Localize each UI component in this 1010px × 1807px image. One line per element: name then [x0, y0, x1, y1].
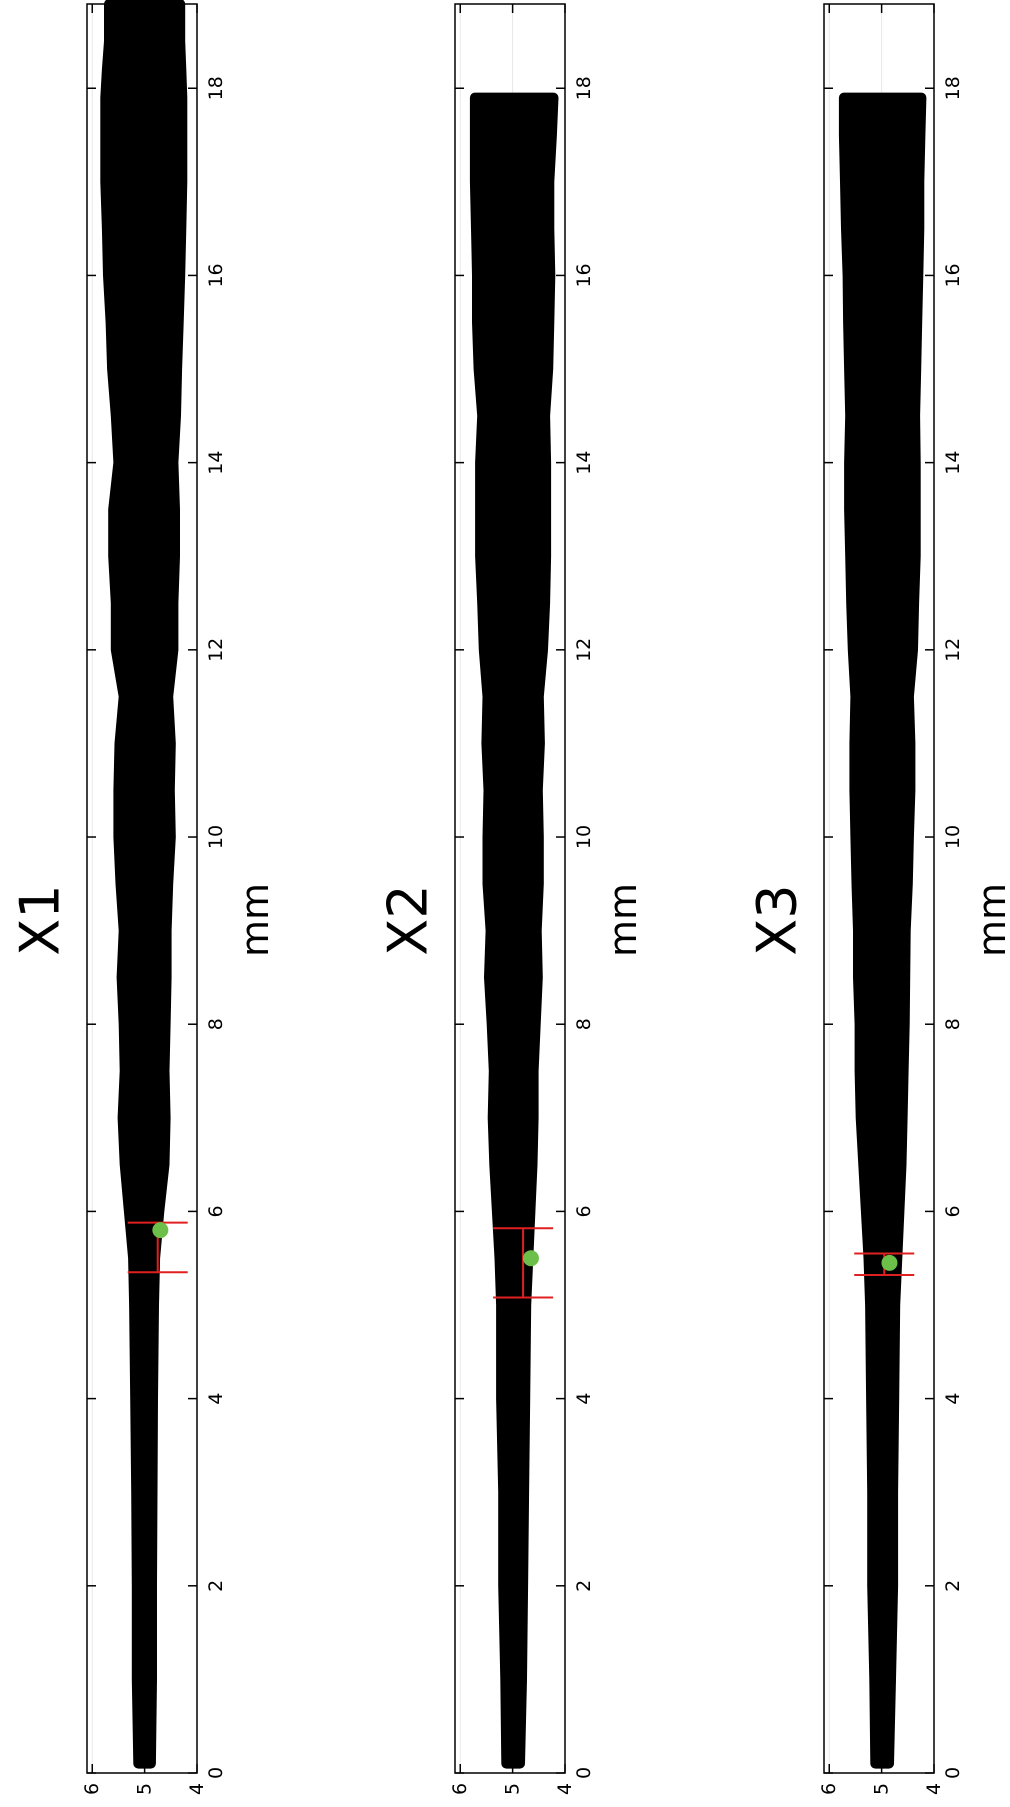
chart-title-3: X3: [746, 884, 809, 955]
highlight-point-2: [522, 1250, 539, 1267]
x-axis-label-3: mm: [970, 883, 1010, 957]
x-tick-label-2-7: 14: [573, 451, 595, 475]
x-tick-label-2-1: 2: [573, 1580, 595, 1592]
x-tick-label-3-7: 14: [942, 451, 964, 475]
x-tick-label-2-5: 10: [573, 825, 595, 849]
x-tick-label-2-3: 6: [573, 1205, 595, 1217]
highlight-point-1: [152, 1222, 169, 1239]
y-tick-label-3-1: 5: [871, 1783, 893, 1795]
y-tick-label-2-1: 5: [502, 1783, 524, 1795]
x-tick-label-2-4: 8: [573, 1018, 595, 1030]
x-tick-label-3-3: 6: [942, 1205, 964, 1217]
x-tick-label-3-2: 4: [942, 1393, 964, 1405]
x-tick-label-2-9: 18: [573, 76, 595, 100]
x-tick-label-2-0: 0: [573, 1767, 595, 1779]
profile-band-1: [100, 0, 188, 1769]
y-tick-label-3-0: 4: [923, 1783, 945, 1795]
chart-title-2: X2: [377, 884, 440, 955]
y-tick-label-2-2: 6: [449, 1783, 471, 1795]
x-tick-label-2-2: 4: [573, 1393, 595, 1405]
x-tick-label-1-9: 18: [205, 76, 227, 100]
x-tick-label-2-8: 16: [573, 263, 595, 287]
profile-band-2: [469, 92, 559, 1769]
x-tick-label-1-1: 2: [205, 1580, 227, 1592]
y-tick-label-1-1: 5: [134, 1783, 156, 1795]
x-axis-label-1: mm: [233, 883, 277, 957]
x-tick-label-2-6: 12: [573, 638, 595, 662]
x-tick-label-1-6: 12: [205, 638, 227, 662]
x-axis-label-2: mm: [601, 883, 645, 957]
axes-frame-2: [454, 3, 566, 1774]
x-tick-label-1-7: 14: [205, 451, 227, 475]
y-tick-label-2-0: 4: [554, 1783, 576, 1795]
x-tick-label-1-0: 0: [205, 1767, 227, 1779]
x-tick-label-1-4: 8: [205, 1018, 227, 1030]
x-tick-label-1-8: 16: [205, 263, 227, 287]
x-tick-label-1-5: 10: [205, 825, 227, 849]
profile-band-3: [838, 92, 927, 1769]
axes-frame-1: [86, 3, 198, 1774]
x-tick-label-3-4: 8: [942, 1018, 964, 1030]
highlight-point-3: [881, 1254, 898, 1271]
axes-frame-3: [823, 3, 935, 1774]
y-tick-label-1-0: 4: [186, 1783, 208, 1795]
y-tick-label-3-2: 6: [818, 1783, 840, 1795]
y-tick-label-1-2: 6: [81, 1783, 103, 1795]
x-tick-label-3-9: 18: [942, 76, 964, 100]
x-tick-label-3-6: 12: [942, 638, 964, 662]
x-tick-label-3-5: 10: [942, 825, 964, 849]
x-tick-label-3-1: 2: [942, 1580, 964, 1592]
x-tick-label-1-3: 6: [205, 1205, 227, 1217]
x-tick-label-3-8: 16: [942, 263, 964, 287]
x-tick-label-3-0: 0: [942, 1767, 964, 1779]
x-tick-label-1-2: 4: [205, 1393, 227, 1405]
chart-title-1: X1: [9, 884, 72, 955]
